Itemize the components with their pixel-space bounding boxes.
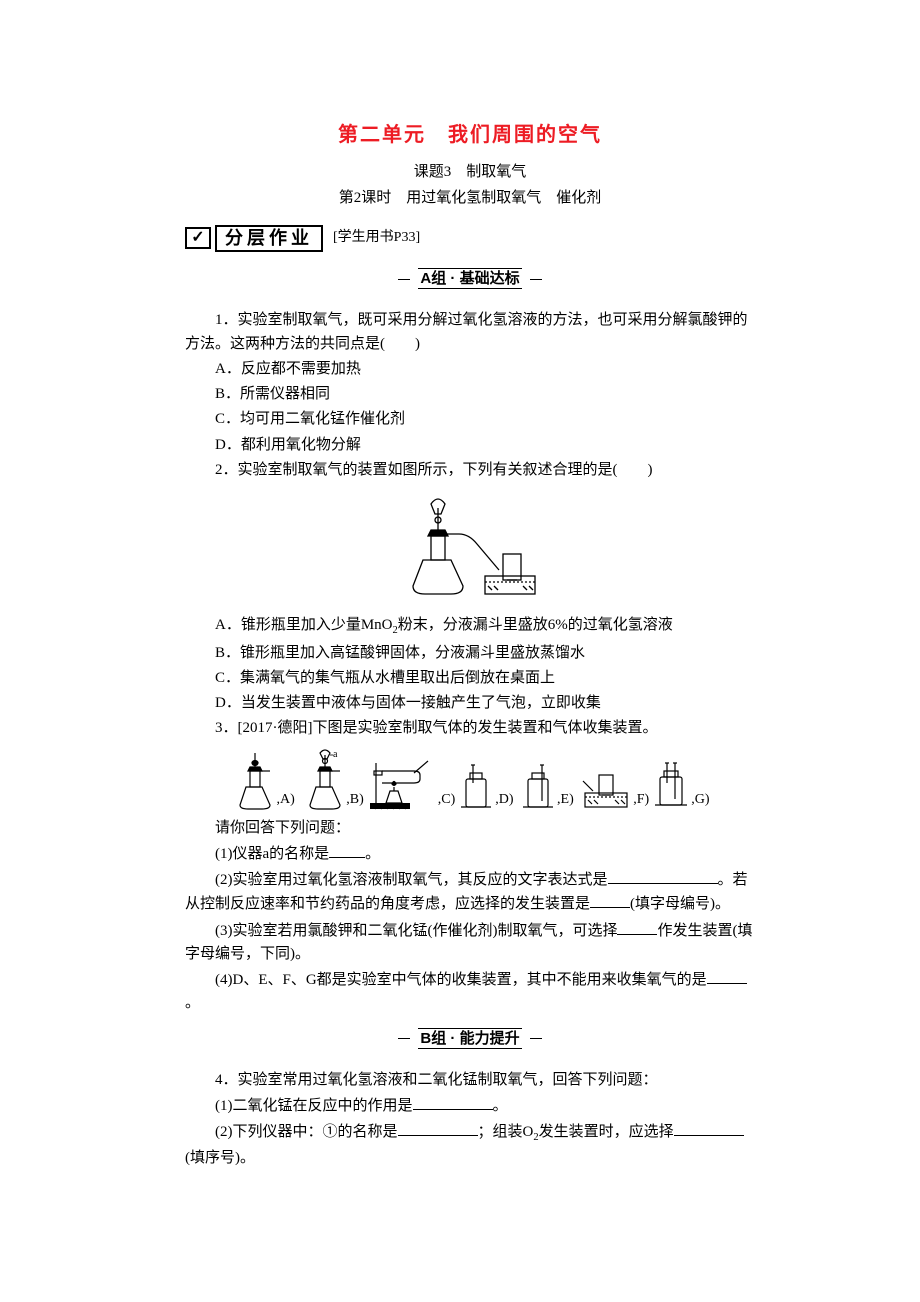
q4-p1-post: 。 bbox=[493, 1098, 508, 1114]
q3-p3: (3)实验室若用氯酸钾和二氧化锰(作催化剂)制取氧气，可选择作发生装置(填字母编… bbox=[185, 919, 755, 967]
q3-p1-pre: (1)仪器a的名称是 bbox=[215, 846, 329, 862]
q3-fig-b-a-label: a bbox=[333, 749, 338, 760]
section-heading: 分层作业 bbox=[215, 225, 323, 253]
q3-p1-blank bbox=[329, 842, 365, 858]
q4-p1: (1)二氧化锰在反应中的作用是 。 bbox=[185, 1094, 755, 1118]
group-b-label: B组 · 能力提升 bbox=[408, 1026, 531, 1051]
q4-p1-pre: (1)二氧化锰在反应中的作用是 bbox=[215, 1098, 413, 1114]
q1-stem: 1．实验室制取氧气，既可采用分解过氧化氢溶液的方法，也可采用分解氯酸钾的方法。这… bbox=[185, 309, 755, 356]
q2-opt-a: A．锥形瓶里加入少量MnO2粉末，分液漏斗里盛放6%的过氧化氢溶液 bbox=[185, 614, 755, 639]
q3-fig-d-label: ,D) bbox=[495, 789, 517, 811]
q1-opt-b: B．所需仪器相同 bbox=[185, 383, 755, 406]
q3-p2: (2)实验室用过氧化氢溶液制取氧气，其反应的文字表达式是。若从控制反应速率和节约… bbox=[185, 868, 755, 917]
q3-p3-blank bbox=[617, 919, 657, 935]
q3-fig-a-label: ,A) bbox=[276, 789, 298, 811]
q3-p1-post: 。 bbox=[365, 846, 380, 862]
q3-fig-b: a ,B) bbox=[300, 747, 364, 811]
check-icon: ✓ bbox=[185, 227, 211, 249]
q3-stem: 3．[2017·德阳]下图是实验室制取气体的发生装置和气体收集装置。 bbox=[185, 717, 755, 740]
q2-a-post: 粉末，分液漏斗里盛放6%的过氧化氢溶液 bbox=[398, 617, 673, 633]
q4-p1-blank bbox=[413, 1094, 493, 1110]
q1-opt-a: A．反应都不需要加热 bbox=[185, 358, 755, 381]
lesson-title: 第2课时 用过氧化氢制取氧气 催化剂 bbox=[185, 187, 755, 210]
q3-fig-c: ,C) bbox=[366, 751, 456, 811]
topic-title: 课题3 制取氧气 bbox=[185, 161, 755, 184]
q3-p1: (1)仪器a的名称是 。 bbox=[185, 842, 755, 866]
q4-p2-post: (填序号)。 bbox=[185, 1150, 255, 1166]
q3-p2-pre: (2)实验室用过氧化氢溶液制取氧气，其反应的文字表达式是 bbox=[215, 872, 608, 888]
group-b-text: B组 · 能力提升 bbox=[418, 1028, 521, 1049]
q3-fig-f-label: ,F) bbox=[633, 789, 649, 811]
q3-fig-c-label: ,C) bbox=[438, 789, 456, 811]
q3-fig-e: ,E) bbox=[519, 763, 577, 811]
q4-p2-blank2 bbox=[674, 1120, 744, 1136]
group-b-row: B组 · 能力提升 bbox=[185, 1026, 755, 1051]
q3-tail: 请你回答下列问题： bbox=[185, 817, 755, 840]
q3-fig-g: ,G) bbox=[651, 759, 709, 811]
q4-p2-mid2: 发生装置时，应选择 bbox=[539, 1124, 674, 1140]
q3-p2-post: (填字母编号)。 bbox=[630, 896, 730, 912]
q3-p2-blank1 bbox=[608, 868, 718, 884]
q2-a-pre: A．锥形瓶里加入少量MnO bbox=[215, 617, 393, 633]
q4-p2-mid1: ；组装O bbox=[478, 1124, 534, 1140]
q3-fig-e-label: ,E) bbox=[557, 789, 577, 811]
q2-opt-b: B．锥形瓶里加入高锰酸钾固体，分液漏斗里盛放蒸馏水 bbox=[185, 642, 755, 665]
q4-stem: 4．实验室常用过氧化氢溶液和二氧化锰制取氧气，回答下列问题： bbox=[185, 1069, 755, 1092]
page-root: 第二单元 我们周围的空气 课题3 制取氧气 第2课时 用过氧化氢制取氧气 催化剂… bbox=[0, 0, 920, 1232]
q3-fig-a: ,A) bbox=[230, 747, 298, 811]
q2-figure bbox=[185, 490, 755, 608]
unit-title: 第二单元 我们周围的空气 bbox=[185, 120, 755, 151]
q3-p3-pre: (3)实验室若用氯酸钾和二氧化锰(作催化剂)制取氧气，可选择 bbox=[215, 923, 617, 939]
q4-p2-blank1 bbox=[398, 1120, 478, 1136]
q1-opt-d: D．都利用氧化物分解 bbox=[185, 434, 755, 457]
q3-fig-f: ,F) bbox=[579, 767, 649, 811]
q3-figures: ,A) a ,B) bbox=[185, 747, 755, 811]
q3-fig-g-label: ,G) bbox=[691, 789, 709, 811]
q2-apparatus-svg bbox=[395, 490, 545, 600]
q2-opt-d: D．当发生装置中液体与固体一接触产生了气泡，立即收集 bbox=[185, 692, 755, 715]
group-a-label: A组 · 基础达标 bbox=[408, 266, 531, 291]
q3-p4-blank bbox=[707, 968, 747, 984]
q1-opt-c: C．均可用二氧化锰作催化剂 bbox=[185, 408, 755, 431]
group-a-text: A组 · 基础达标 bbox=[418, 268, 521, 289]
q3-fig-b-label: ,B) bbox=[346, 789, 364, 811]
q3-p4-pre: (4)D、E、F、G都是实验室中气体的收集装置，其中不能用来收集氧气的是 bbox=[215, 972, 707, 988]
q2-stem: 2．实验室制取氧气的装置如图所示，下列有关叙述合理的是( ) bbox=[185, 459, 755, 482]
q3-p4: (4)D、E、F、G都是实验室中气体的收集装置，其中不能用来收集氧气的是。 bbox=[185, 968, 755, 1016]
q3-p2-blank2 bbox=[590, 892, 630, 908]
q4-p2-pre: (2)下列仪器中：①的名称是 bbox=[215, 1124, 398, 1140]
section-bar: ✓ 分层作业 [学生用书P33] bbox=[185, 225, 755, 253]
group-a-row: A组 · 基础达标 bbox=[185, 266, 755, 291]
q3-p4-post: 。 bbox=[185, 995, 200, 1011]
q4-p2: (2)下列仪器中：①的名称是；组装O2发生装置时，应选择(填序号)。 bbox=[185, 1120, 755, 1170]
q2-opt-c: C．集满氧气的集气瓶从水槽里取出后倒放在桌面上 bbox=[185, 667, 755, 690]
book-reference: [学生用书P33] bbox=[333, 227, 420, 249]
q3-fig-d: ,D) bbox=[457, 763, 517, 811]
